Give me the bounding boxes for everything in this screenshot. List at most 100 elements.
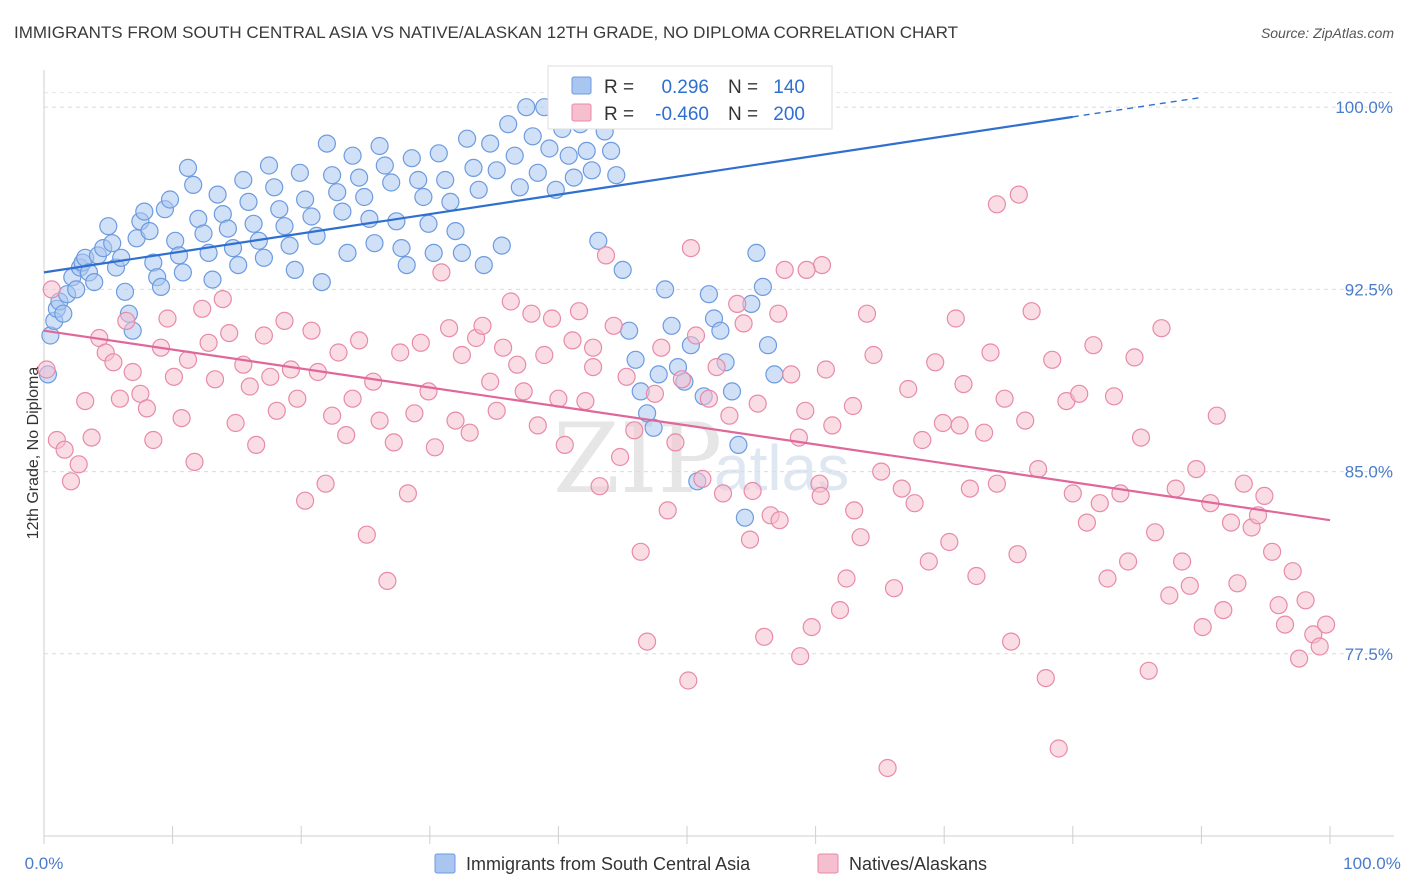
x-tick-label-max: 100.0%	[1343, 854, 1401, 873]
point-pink-175	[1234, 474, 1253, 493]
point-pink-76	[555, 435, 574, 454]
point-blue-92	[481, 134, 500, 153]
point-pink-132	[940, 532, 959, 552]
point-blue-96	[505, 146, 524, 165]
point-pink-53	[398, 484, 417, 503]
point-pink-72	[528, 416, 547, 435]
point-pink-64	[473, 316, 492, 335]
point-pink-119	[851, 528, 870, 547]
trend-line-blue	[43, 115, 1073, 274]
point-pink-11	[110, 389, 130, 408]
bottom-legend-label-pink: Natives/Alaskans	[849, 854, 987, 874]
point-blue-88	[458, 129, 477, 148]
point-blue-19	[112, 248, 131, 267]
legend-r-value-pink: -0.460	[655, 104, 709, 125]
point-pink-187	[1316, 615, 1336, 634]
point-blue-58	[296, 190, 315, 209]
point-pink-142	[1008, 545, 1027, 564]
point-pink-38	[296, 491, 315, 510]
point-pink-141	[1001, 632, 1021, 651]
point-pink-197	[583, 338, 603, 357]
point-blue-93	[487, 161, 506, 180]
point-blue-66	[338, 243, 357, 262]
point-blue-72	[370, 136, 389, 156]
point-pink-169	[1193, 617, 1212, 637]
point-pink-189	[845, 501, 864, 520]
point-pink-37	[288, 389, 307, 408]
point-pink-65	[481, 372, 500, 391]
point-pink-133	[946, 309, 965, 328]
point-pink-126	[899, 379, 918, 399]
point-pink-82	[596, 246, 616, 265]
point-blue-56	[285, 260, 304, 279]
point-pink-117	[837, 569, 856, 588]
point-pink-32	[254, 326, 273, 345]
point-pink-111	[796, 401, 815, 420]
point-blue-86	[446, 222, 465, 241]
point-pink-69	[508, 355, 527, 374]
point-blue-78	[402, 149, 421, 168]
point-pink-146	[1036, 668, 1055, 688]
point-pink-164	[1160, 586, 1179, 605]
point-pink-148	[1049, 739, 1068, 758]
point-blue-83	[429, 144, 448, 163]
point-pink-102	[734, 314, 753, 333]
point-blue-130	[711, 321, 730, 340]
point-pink-114	[816, 360, 836, 379]
point-blue-134	[735, 508, 755, 527]
point-pink-79	[576, 392, 595, 411]
point-blue-13	[85, 273, 104, 292]
bottom-legend-swatch-blue	[434, 853, 456, 874]
point-pink-156	[1104, 387, 1124, 406]
point-blue-100	[528, 163, 547, 182]
point-pink-161	[1139, 661, 1158, 680]
point-blue-113	[607, 166, 626, 185]
point-blue-47	[239, 192, 258, 211]
point-pink-50	[378, 571, 397, 591]
point-pink-129	[919, 552, 938, 571]
point-pink-77	[563, 331, 582, 350]
point-pink-171	[1207, 406, 1226, 425]
point-pink-26	[213, 290, 232, 309]
point-pink-6	[76, 392, 95, 411]
point-pink-120	[857, 304, 877, 323]
point-pink-24	[199, 333, 218, 352]
point-pink-12	[117, 311, 136, 330]
point-blue-52	[265, 178, 284, 197]
point-pink-107	[769, 304, 788, 323]
point-blue-84	[436, 170, 455, 190]
point-pink-23	[193, 299, 212, 318]
point-pink-20	[172, 409, 191, 428]
bottom-legend: Immigrants from South Central Asia Nativ…	[434, 853, 987, 874]
point-blue-90	[469, 180, 488, 199]
point-blue-64	[328, 183, 347, 202]
point-blue-108	[577, 141, 596, 160]
point-pink-190	[950, 416, 969, 435]
point-pink-154	[1090, 494, 1109, 513]
legend-n-label-blue: N =	[728, 77, 758, 98]
point-blue-40	[203, 270, 222, 289]
point-pink-83	[604, 316, 623, 335]
point-pink-96	[693, 469, 712, 488]
point-blue-139	[765, 365, 784, 384]
point-pink-39	[302, 321, 321, 340]
point-pink-123	[878, 758, 897, 778]
point-blue-34	[173, 263, 192, 282]
point-pink-57	[425, 438, 444, 457]
point-pink-128	[913, 430, 932, 450]
point-blue-89	[464, 158, 483, 177]
point-pink-192	[681, 239, 701, 258]
point-pink-101	[728, 294, 747, 313]
point-pink-34	[267, 401, 286, 420]
point-blue-112	[601, 141, 621, 160]
point-pink-105	[755, 627, 774, 646]
y-axis-tick-labels: 100.0% 92.5% 85.0% 77.5%	[1335, 98, 1393, 664]
point-pink-35	[275, 311, 294, 330]
point-pink-92	[666, 433, 685, 452]
point-pink-137	[974, 423, 994, 442]
x-tick-label-min: 0.0%	[25, 854, 64, 873]
point-pink-30	[240, 377, 259, 396]
point-pink-151	[1070, 384, 1089, 403]
point-pink-85	[617, 367, 636, 386]
point-pink-59	[440, 319, 459, 338]
